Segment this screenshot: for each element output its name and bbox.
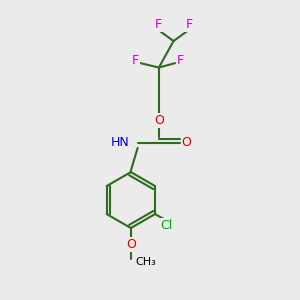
Text: F: F: [185, 18, 192, 31]
Text: Cl: Cl: [160, 219, 172, 232]
Text: F: F: [132, 54, 139, 67]
Text: O: O: [154, 114, 164, 127]
Text: CH₃: CH₃: [135, 257, 156, 268]
Text: O: O: [182, 136, 191, 149]
Text: F: F: [177, 54, 184, 67]
Text: HN: HN: [111, 136, 129, 149]
Text: O: O: [126, 238, 136, 251]
Text: F: F: [155, 18, 162, 31]
